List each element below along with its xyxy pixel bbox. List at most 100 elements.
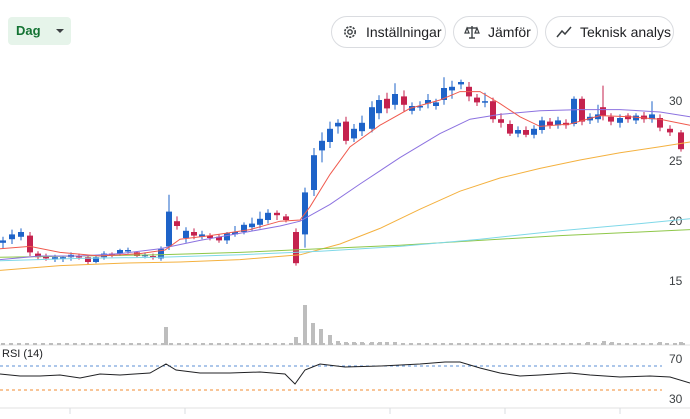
volume-bar [201, 343, 205, 345]
volume-bar [249, 343, 253, 345]
volume-bar [409, 343, 413, 345]
volume-bar [617, 343, 621, 345]
volume-bar [545, 343, 549, 345]
volume-bar [649, 343, 653, 345]
candle-body [474, 97, 480, 103]
volume-bar [328, 335, 332, 345]
volume-bar [164, 327, 168, 345]
volume-bar [17, 343, 21, 345]
price-tick-15: 15 [669, 274, 683, 288]
volume-bar [65, 343, 69, 345]
candle-body [191, 232, 197, 236]
candle-body [441, 88, 447, 100]
candle-body [93, 257, 99, 262]
candle-body [595, 114, 601, 120]
volume-bar [81, 343, 85, 345]
rsi-level-70: 70 [669, 352, 683, 366]
technical-analysis-button[interactable]: Teknisk analys [545, 16, 674, 48]
candle-body [490, 101, 496, 120]
price-tick-25: 25 [669, 154, 683, 168]
rsi-title: RSI (14) [2, 348, 43, 360]
candle-body [641, 115, 647, 120]
candle-body [523, 130, 529, 135]
candle-body [142, 254, 148, 257]
compare-label: Jämför [488, 24, 531, 40]
volume-bar [57, 343, 61, 345]
candle-body [678, 132, 684, 150]
candle-body [27, 235, 33, 253]
candle-body [667, 128, 673, 133]
candle-body [52, 257, 58, 260]
volume-bar [185, 343, 189, 345]
candle-body [35, 253, 41, 258]
candle-body [449, 86, 455, 91]
candle-body [232, 232, 238, 235]
candle-body [327, 128, 333, 142]
candle-body [657, 118, 663, 128]
volume-bar [217, 343, 221, 345]
volume-bar [153, 343, 157, 345]
volume-bar [265, 343, 269, 345]
volume-bar [417, 343, 421, 345]
volume-bar [489, 343, 493, 345]
candle-body [125, 250, 131, 252]
chevron-down-icon [56, 29, 64, 33]
candle-body [425, 100, 431, 104]
volume-bar [297, 343, 301, 345]
candle-body [311, 155, 317, 190]
volume-bar [658, 342, 662, 345]
candle-body [531, 128, 537, 135]
volume-bar [161, 343, 165, 345]
candle-body [649, 114, 655, 120]
settings-button[interactable]: Inställningar [331, 16, 446, 48]
volume-bar [441, 343, 445, 345]
ma-green-line [0, 229, 690, 258]
volume-bar [352, 342, 356, 345]
volume-bar [41, 343, 45, 345]
volume-bar [481, 343, 485, 345]
volume-bar [497, 343, 501, 345]
volume-bar [561, 343, 565, 345]
volume-bar [137, 343, 141, 345]
volume-bar [393, 342, 397, 345]
volume-bar [49, 343, 53, 345]
candle-body [166, 211, 172, 247]
volume-bar [169, 343, 173, 345]
candle-body [571, 98, 577, 124]
compare-button[interactable]: Jämför [453, 16, 538, 48]
candle-body [274, 212, 280, 216]
candle-body [183, 230, 189, 238]
volume-bar [225, 343, 229, 345]
candle-body [343, 121, 349, 141]
volume-bar [449, 343, 453, 345]
volume-bar [273, 343, 277, 345]
volume-bar [641, 343, 645, 345]
volume-bar [1, 343, 5, 345]
rsi-level-30: 30 [669, 392, 683, 406]
candle-body [293, 232, 299, 264]
volume-bar [401, 343, 405, 345]
candle-body [207, 235, 213, 238]
volume-bar [610, 342, 614, 345]
volume-bar [113, 343, 117, 345]
candle-body [433, 102, 439, 106]
volume-bar [593, 343, 597, 345]
volume-bar [529, 343, 533, 345]
period-select[interactable]: Dag [8, 17, 71, 45]
candle-body [539, 120, 545, 130]
volume-bar [145, 343, 149, 345]
candle-body [498, 119, 504, 123]
volume-bar [673, 343, 677, 345]
volume-bar [233, 343, 237, 345]
candle-body [265, 212, 271, 220]
candle-body [507, 124, 513, 134]
candle-body [335, 122, 341, 127]
volume-bar [294, 337, 298, 345]
volume-bar [336, 341, 340, 345]
volume-bar [303, 305, 307, 345]
volume-bar [177, 343, 181, 345]
candle-body [409, 106, 415, 111]
candle-body [482, 101, 488, 103]
candle-body [555, 120, 561, 126]
